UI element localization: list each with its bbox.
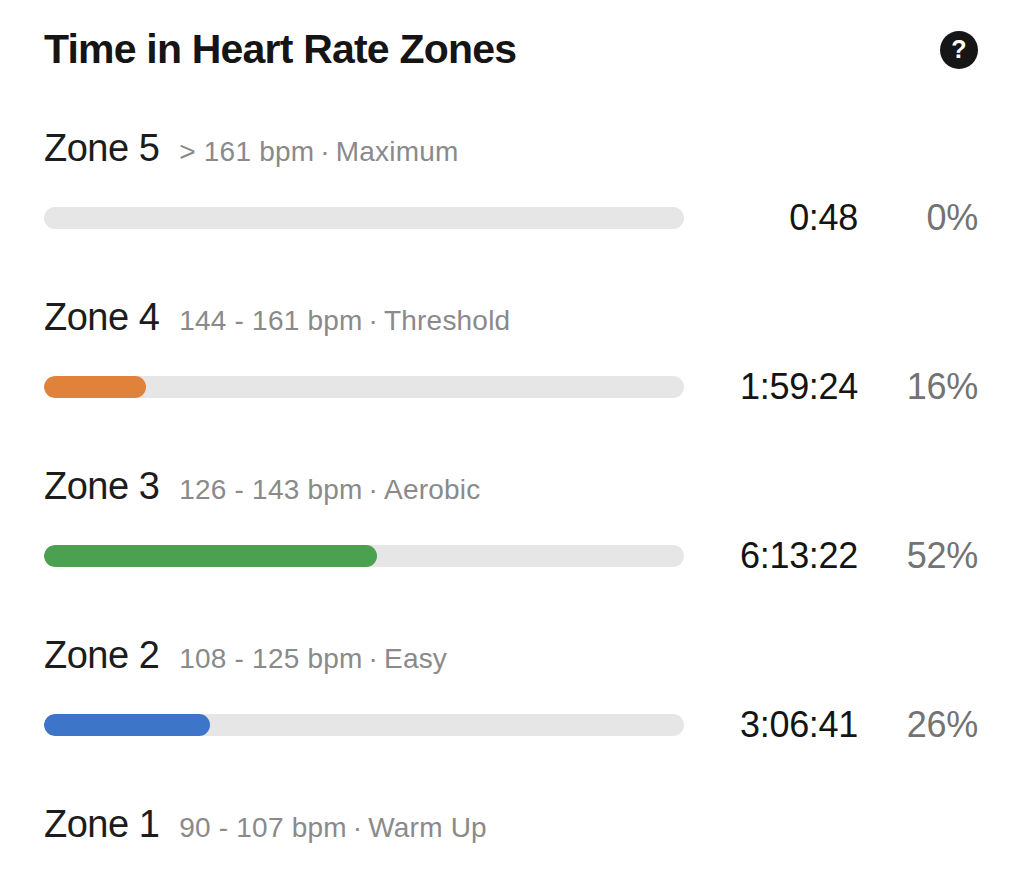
- zone-bar-fill: [44, 714, 210, 736]
- zone-label: Maximum: [336, 136, 459, 167]
- zone-bar-track: [44, 545, 684, 567]
- zone-header: Zone 2 108 - 125 bpm·Easy: [44, 634, 978, 677]
- zone-body: 1:59:24 16%: [44, 366, 978, 408]
- question-mark-icon: ?: [951, 37, 966, 62]
- zone-bar-track: [44, 376, 684, 398]
- zone-percent: 26%: [858, 704, 978, 746]
- separator-dot: ·: [368, 643, 378, 674]
- separator-dot: ·: [320, 136, 330, 167]
- zone-body: 6:13:22 52%: [44, 535, 978, 577]
- zone-row-3: Zone 3 126 - 143 bpm·Aerobic 6:13:22 52%: [44, 465, 978, 577]
- zone-range: 108 - 125 bpm: [179, 643, 362, 674]
- zone-row-4: Zone 4 144 - 161 bpm·Threshold 1:59:24 1…: [44, 296, 978, 408]
- zone-time: 3:06:41: [684, 704, 858, 746]
- zone-range: 90 - 107 bpm: [179, 812, 346, 843]
- zone-name: Zone 3: [44, 465, 159, 508]
- zone-row-5: Zone 5 > 161 bpm·Maximum 0:48 0%: [44, 127, 978, 239]
- zone-range: 126 - 143 bpm: [179, 474, 362, 505]
- zone-body: 3:06:41 26%: [44, 704, 978, 746]
- zone-description: 144 - 161 bpm·Threshold: [179, 305, 510, 337]
- zone-row-1: Zone 1 90 - 107 bpm·Warm Up 24:24 3%: [44, 803, 978, 869]
- separator-dot: ·: [368, 474, 378, 505]
- zone-description: 126 - 143 bpm·Aerobic: [179, 474, 480, 506]
- zone-header: Zone 4 144 - 161 bpm·Threshold: [44, 296, 978, 339]
- zone-header: Zone 1 90 - 107 bpm·Warm Up: [44, 803, 978, 846]
- zone-label: Warm Up: [368, 812, 487, 843]
- zone-bar-fill: [44, 545, 377, 567]
- zone-description: 108 - 125 bpm·Easy: [179, 643, 447, 675]
- zone-name: Zone 4: [44, 296, 159, 339]
- help-button[interactable]: ?: [940, 31, 978, 69]
- zone-percent: 0%: [858, 197, 978, 239]
- zone-bar-track: [44, 714, 684, 736]
- zone-description: > 161 bpm·Maximum: [179, 136, 458, 168]
- zone-label: Threshold: [384, 305, 510, 336]
- separator-dot: ·: [353, 812, 363, 843]
- zone-header: Zone 5 > 161 bpm·Maximum: [44, 127, 978, 170]
- zone-percent: 16%: [858, 366, 978, 408]
- card-header: Time in Heart Rate Zones ?: [44, 26, 978, 73]
- zone-name: Zone 2: [44, 634, 159, 677]
- zone-description: 90 - 107 bpm·Warm Up: [179, 812, 487, 844]
- zone-header: Zone 3 126 - 143 bpm·Aerobic: [44, 465, 978, 508]
- separator-dot: ·: [368, 305, 378, 336]
- zone-label: Aerobic: [384, 474, 480, 505]
- zone-name: Zone 1: [44, 803, 159, 846]
- zone-range: > 161 bpm: [179, 136, 314, 167]
- zone-label: Easy: [384, 643, 447, 674]
- zone-time: 6:13:22: [684, 535, 858, 577]
- zone-row-2: Zone 2 108 - 125 bpm·Easy 3:06:41 26%: [44, 634, 978, 746]
- zone-time: 0:48: [684, 197, 858, 239]
- zone-range: 144 - 161 bpm: [179, 305, 362, 336]
- zone-bar-track: [44, 207, 684, 229]
- zone-body: 0:48 0%: [44, 197, 978, 239]
- heart-rate-zones-card: Time in Heart Rate Zones ? Zone 5 > 161 …: [0, 0, 1024, 869]
- zone-bar-fill: [44, 376, 146, 398]
- page-title: Time in Heart Rate Zones: [44, 26, 516, 73]
- zone-percent: 52%: [858, 535, 978, 577]
- zone-name: Zone 5: [44, 127, 159, 170]
- zone-time: 1:59:24: [684, 366, 858, 408]
